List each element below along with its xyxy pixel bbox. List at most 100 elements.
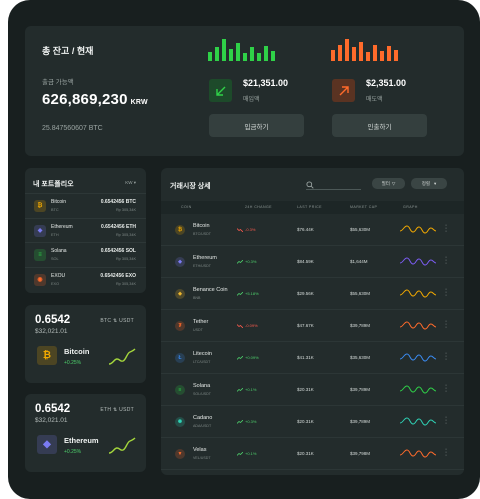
- header-cap: MARKET CAP: [350, 205, 378, 209]
- trend-up-icon: [237, 451, 243, 456]
- bitcoin-icon: ₿: [37, 346, 57, 365]
- row-sparkline: [399, 353, 437, 362]
- velas-icon: ▼: [175, 449, 185, 459]
- litecoin-icon: Ł: [175, 353, 185, 363]
- table-row[interactable]: ✺ Cadano ADA/USDT +0.3% $20.31K $39,789M…: [161, 406, 464, 438]
- portfolio-coin-symbol: SOL: [51, 257, 59, 261]
- portfolio-coin-amount: 0.6542456 ETH: [100, 223, 136, 230]
- ethereum-icon: ◆: [175, 257, 185, 267]
- sparkline: [108, 437, 136, 454]
- more-options-icon[interactable]: · · ·: [444, 318, 448, 331]
- portfolio-coin-amount: 0.6542456 BTC: [100, 199, 136, 205]
- exou-icon: ◉: [34, 273, 46, 286]
- ethereum-icon: ◆: [34, 224, 46, 237]
- withdraw-button[interactable]: 인출하기: [332, 114, 427, 137]
- row-sparkline: [399, 225, 437, 234]
- bitcoin-icon: ₿: [34, 200, 46, 212]
- table-row[interactable]: Ł Litecoin LTC/USDT +0.09% $41.31K $35,6…: [161, 342, 464, 374]
- coin-market-cap: $39,789M: [350, 387, 371, 392]
- portfolio-coin-amount: 0.6542456 EXO: [100, 272, 136, 279]
- more-options-icon[interactable]: · · ·: [444, 414, 448, 427]
- portfolio-item[interactable]: ≡ Solana SOL 0.6542456 SOL Rp 305,34K: [25, 242, 146, 266]
- coin-price: $20.31K: [297, 387, 314, 392]
- portfolio-item[interactable]: ₿ Bitcoin BTC 0.6542456 BTC Rp 305,34K: [25, 193, 146, 217]
- portfolio-coin-value: Rp 305,34K: [115, 281, 136, 286]
- solana-icon: ≡: [175, 385, 185, 395]
- ethereum-icon: ◆: [37, 435, 57, 454]
- coin-price: $20.31K: [297, 419, 314, 424]
- row-sparkline: [399, 321, 437, 330]
- portfolio-coin-value: Rp 305,34K: [115, 232, 136, 237]
- more-options-icon[interactable]: · · ·: [444, 446, 448, 459]
- balance-card: 총 잔고 / 현재 출금 가능액 626,869,230 KRW 25.84756…: [25, 26, 464, 156]
- row-sparkline: [399, 385, 437, 394]
- coin-pair: LTC/USDT: [193, 360, 211, 364]
- coin-price: $76.44K: [297, 227, 314, 232]
- coin-name: Bitcoin: [193, 223, 210, 229]
- ticker-price: 0.6542: [35, 403, 71, 415]
- sort-button[interactable]: 정렬 ▾: [411, 178, 447, 189]
- coin-market-cap: $1,644M: [350, 259, 368, 264]
- table-row[interactable]: ▼ Velas VEL/USDT +0.1% $20.31K $39,798M …: [161, 438, 464, 470]
- table-row[interactable]: ◆ Ethereum ETH/USDT +0.3% $84.59K $1,644…: [161, 246, 464, 278]
- balance-title: 총 잔고 / 현재: [42, 46, 94, 56]
- coin-price: $84.59K: [297, 259, 314, 264]
- header-price: LAST PRICE: [297, 205, 322, 209]
- more-options-icon[interactable]: · · ·: [444, 382, 448, 395]
- coin-market-cap: $39,789M: [350, 419, 371, 424]
- coin-change: -0.3%: [237, 227, 255, 232]
- ticker-name: Ethereum: [64, 436, 99, 445]
- ticker-card[interactable]: 0.6542 $32,021.01 BTC ⇅ USDT ₿ Bitcoin +…: [25, 305, 146, 383]
- deposit-button[interactable]: 입금하기: [209, 114, 304, 137]
- coin-name: Benance Coin: [193, 287, 228, 293]
- table-row[interactable]: ◈ Benance Coin BNB +5.18% $29.56K $55,63…: [161, 278, 464, 310]
- ticker-usd: $32,021.01: [35, 417, 68, 424]
- coin-name: Cadano: [193, 415, 213, 421]
- balance-btc: 25.847560607 BTC: [42, 125, 103, 132]
- row-sparkline: [399, 417, 437, 426]
- ticker-card[interactable]: 0.6542 $32,021.01 ETH ⇅ USDT ◆ Ethereum …: [25, 394, 146, 472]
- trend-up-icon: [237, 355, 243, 360]
- portfolio-item[interactable]: ◆ Ethereum ETH 0.6542456 ETH Rp 305,34K: [25, 217, 146, 242]
- balance-amount: 626,869,230 KRW: [42, 91, 148, 108]
- coin-change: -0.09%: [237, 323, 258, 328]
- coin-price: $29.56K: [297, 291, 314, 296]
- table-row[interactable]: ₿ Bitcoin BTC/USDT -0.3% $76.44K $55,630…: [161, 214, 464, 246]
- binance-coin-icon: ◈: [175, 289, 185, 299]
- more-options-icon[interactable]: · · ·: [444, 350, 448, 363]
- coin-price: $41.31K: [297, 355, 314, 360]
- filter-button[interactable]: 필터 ▽: [372, 178, 405, 189]
- market-title: 거래시장 상세: [170, 183, 211, 190]
- chevron-down-icon: ▾: [434, 180, 437, 186]
- portfolio-coin-name: Ethereum: [51, 223, 73, 230]
- table-header: COIN 24H CHANGE LAST PRICE MARKET CAP GR…: [161, 201, 464, 214]
- ticker-pair: BTC ⇅ USDT: [100, 318, 134, 324]
- solana-icon: ≡: [34, 249, 46, 261]
- search-input[interactable]: [306, 180, 361, 190]
- coin-name: Solana: [193, 383, 211, 389]
- row-sparkline: [399, 289, 437, 298]
- more-options-icon[interactable]: · · ·: [444, 254, 448, 267]
- table-row[interactable]: ≡ Solana SOL/USDT +0.1% $20.31K $39,789M…: [161, 374, 464, 406]
- coin-pair: BTC/USDT: [193, 232, 211, 236]
- coin-market-cap: $39,798M: [350, 451, 371, 456]
- portfolio-coin-symbol: BTC: [51, 208, 59, 212]
- coin-change: +0.3%: [237, 259, 256, 264]
- ticker-usd: $32,021.01: [35, 328, 68, 335]
- ticker-price: 0.6542: [35, 314, 71, 326]
- more-options-icon[interactable]: · · ·: [444, 222, 448, 235]
- portfolio-coin-name: EXOU: [51, 272, 66, 279]
- more-options-icon[interactable]: · · ·: [444, 286, 448, 299]
- portfolio-currency-select[interactable]: KW ▾: [125, 180, 136, 185]
- deposit-bars: [208, 39, 275, 61]
- portfolio-item[interactable]: ◉ EXOU EXO 0.6542456 EXO Rp 305,34K: [25, 266, 146, 291]
- coin-name: Velas: [193, 447, 207, 453]
- table-row[interactable]: ₮ Tether USDT -0.09% $47.67K $39,789M · ·…: [161, 310, 464, 342]
- filter-icon: ▽: [391, 180, 396, 186]
- withdraw-bars: [331, 39, 398, 61]
- row-sparkline: [399, 449, 437, 458]
- search-icon: [306, 181, 314, 189]
- header-change: 24H CHANGE: [245, 205, 272, 209]
- trend-up-icon: [237, 419, 243, 424]
- coin-price: $20.31K: [297, 451, 314, 456]
